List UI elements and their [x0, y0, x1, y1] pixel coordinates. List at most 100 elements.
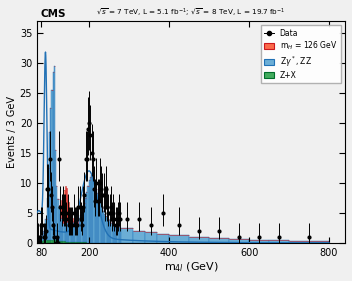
Bar [62, 195, 63, 222]
Bar [106, 216, 107, 243]
Bar [60, 241, 61, 243]
Text: CMS: CMS [40, 9, 66, 19]
Bar [229, 239, 249, 243]
Bar [102, 209, 103, 243]
Bar [66, 188, 67, 221]
Bar [48, 168, 49, 240]
Bar [59, 241, 60, 243]
Bar [73, 242, 74, 243]
Bar [145, 232, 157, 243]
Bar [69, 209, 71, 224]
Bar [104, 214, 106, 243]
Bar [59, 205, 60, 208]
Bar [77, 242, 78, 243]
Bar [62, 241, 63, 243]
Bar [92, 177, 94, 243]
Bar [57, 198, 59, 241]
Bar [78, 242, 79, 243]
Bar [48, 240, 49, 243]
Bar [103, 211, 104, 243]
Bar [71, 214, 72, 225]
Bar [61, 200, 62, 218]
Bar [108, 219, 109, 243]
Bar [61, 241, 62, 243]
Bar [37, 241, 38, 243]
Bar [75, 224, 77, 242]
Bar [101, 205, 102, 243]
Bar [75, 223, 77, 224]
Bar [72, 218, 73, 225]
Bar [74, 242, 75, 243]
Bar [95, 184, 96, 243]
Bar [67, 222, 68, 242]
Bar [60, 205, 61, 214]
Bar [43, 241, 44, 243]
Bar [79, 242, 80, 243]
Bar [71, 242, 72, 243]
Bar [59, 208, 60, 241]
Bar [65, 222, 66, 241]
Bar [100, 202, 101, 243]
Bar [269, 240, 289, 243]
Bar [113, 224, 114, 243]
Bar [63, 241, 65, 243]
Bar [65, 186, 66, 222]
Bar [74, 225, 75, 242]
Bar [56, 186, 57, 240]
Bar [63, 191, 65, 223]
Bar [67, 242, 68, 243]
Bar [51, 90, 53, 240]
Bar [86, 192, 88, 243]
Bar [50, 108, 51, 240]
Bar [41, 241, 42, 243]
Bar [53, 239, 54, 243]
Bar [66, 221, 67, 242]
Bar [88, 186, 89, 243]
Bar [56, 240, 57, 243]
Bar [44, 227, 45, 240]
Bar [69, 242, 71, 243]
Bar [119, 227, 120, 243]
Bar [84, 203, 85, 243]
Bar [89, 180, 90, 243]
Bar [75, 242, 77, 243]
Bar [42, 241, 43, 243]
Bar [74, 222, 75, 225]
Bar [43, 231, 44, 241]
Bar [81, 242, 83, 243]
Bar [50, 240, 51, 243]
Bar [133, 231, 145, 243]
Bar [47, 198, 48, 240]
Bar [79, 218, 80, 242]
Bar [65, 241, 66, 243]
Text: $\sqrt{s}$ = 7 TeV, L = 5.1 fb$^{-1}$; $\sqrt{s}$ = 8 TeV, L = 19.7 fb$^{-1}$: $\sqrt{s}$ = 7 TeV, L = 5.1 fb$^{-1}$; $… [96, 7, 286, 19]
Bar [39, 237, 41, 241]
Bar [51, 240, 53, 243]
Bar [116, 226, 118, 243]
Bar [73, 225, 74, 242]
Bar [77, 222, 78, 223]
Bar [39, 241, 41, 243]
Bar [45, 240, 47, 243]
Bar [44, 240, 45, 243]
Bar [38, 241, 39, 243]
Bar [97, 194, 98, 243]
Bar [83, 208, 84, 243]
Bar [121, 228, 133, 243]
Bar [120, 228, 121, 243]
Bar [68, 223, 69, 242]
Bar [118, 226, 119, 243]
Bar [85, 198, 86, 243]
Bar [68, 202, 69, 223]
Bar [114, 225, 115, 243]
Bar [49, 132, 50, 240]
Bar [69, 224, 71, 242]
Bar [68, 242, 69, 243]
Bar [73, 221, 74, 225]
Bar [115, 225, 116, 243]
Bar [112, 223, 113, 243]
Bar [91, 175, 92, 243]
Bar [67, 195, 68, 222]
Legend: Data, m$_H$ = 126 GeV, Z$\gamma^*$, ZZ, Z+X: Data, m$_H$ = 126 GeV, Z$\gamma^*$, ZZ, … [260, 25, 341, 83]
Bar [249, 240, 269, 243]
